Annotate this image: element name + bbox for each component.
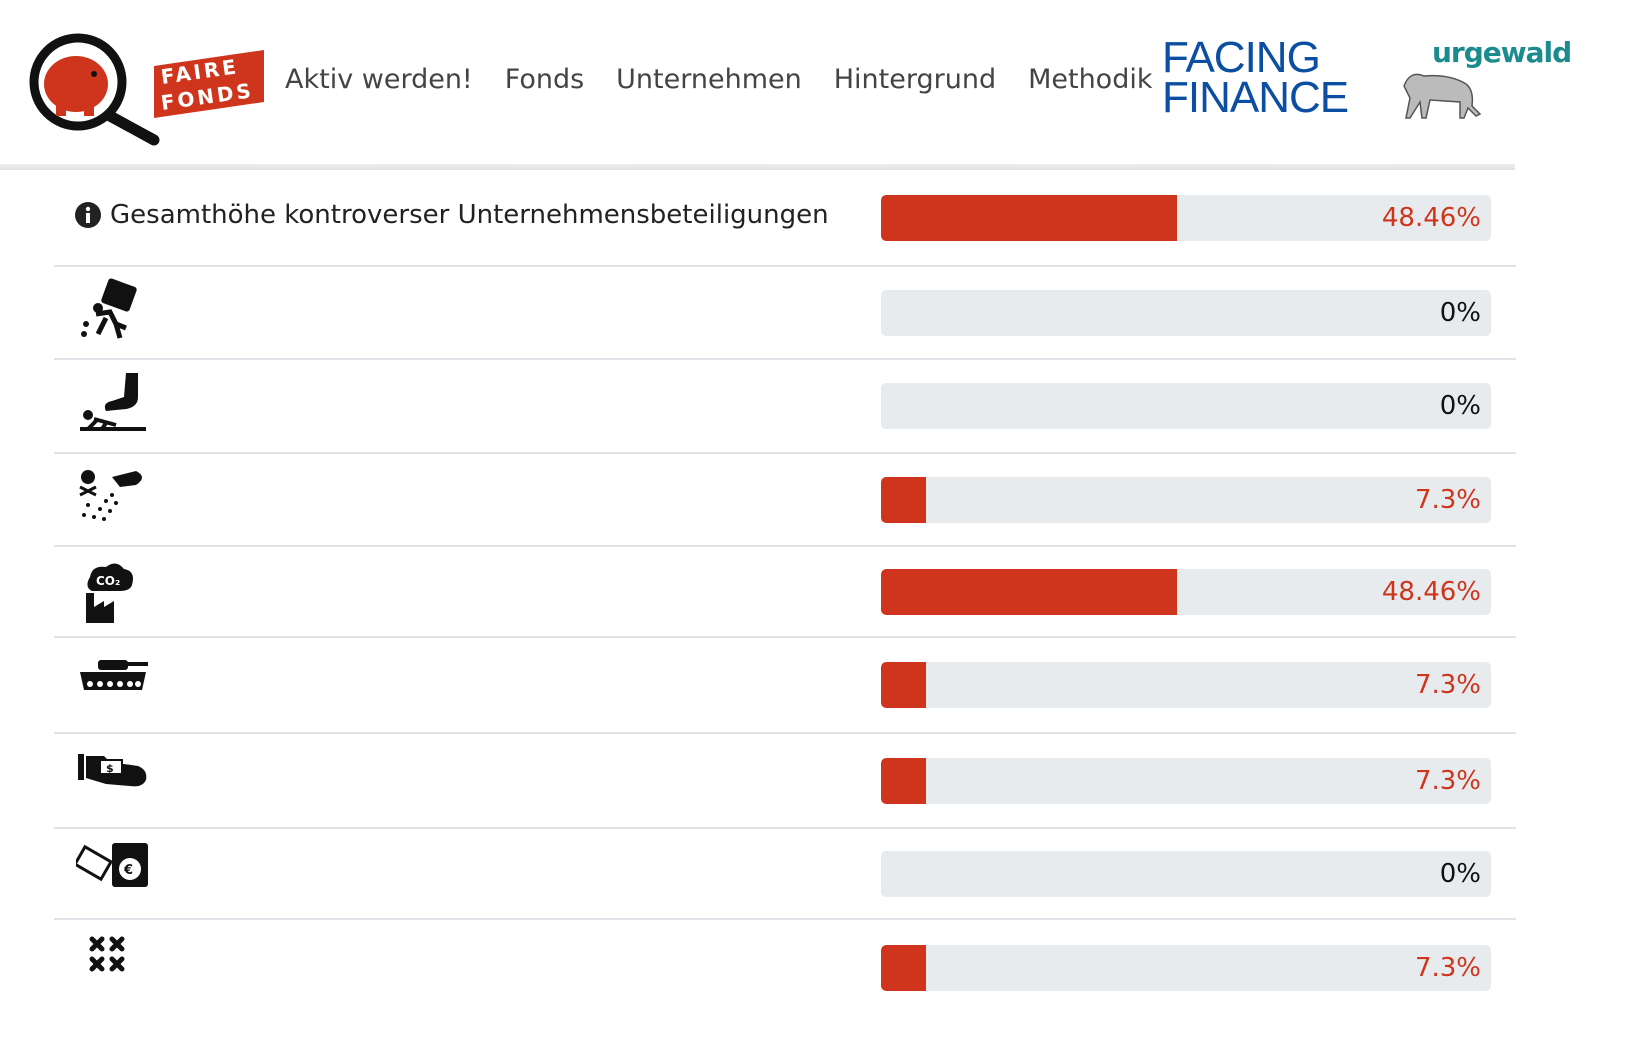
bribery-icon: $ (78, 754, 147, 787)
category-progress-bar: 7.3% (881, 758, 1491, 804)
svg-text:CO₂: CO₂ (96, 574, 120, 588)
category-value: 7.3% (1414, 485, 1481, 515)
category-value: 0% (1439, 859, 1481, 889)
category-row: 7.3% (54, 454, 1516, 547)
category-progress-bar: 7.3% (881, 945, 1491, 991)
main-nav: Aktiv werden! Fonds Unternehmen Hintergr… (285, 64, 1152, 95)
category-progress-fill (881, 758, 926, 804)
category-row: 0% (54, 360, 1516, 454)
category-value: 7.3% (1414, 766, 1481, 796)
category-row: $ 7.3% (54, 734, 1516, 829)
summary-label: Gesamthöhe kontroverser Unternehmensbete… (110, 200, 829, 230)
category-row: 7.3% (54, 638, 1516, 734)
category-progress-fill (881, 477, 926, 523)
magnifier-piggy-icon: FAIRE FONDS (29, 33, 264, 146)
urgewald-logo[interactable]: urgewald (1432, 36, 1572, 69)
category-progress-bar: 0% (881, 290, 1491, 336)
category-value: 7.3% (1414, 953, 1481, 983)
category-progress-fill (881, 662, 926, 708)
co2-factory-icon: CO₂ (86, 563, 133, 623)
human-rights-abuse-icon (80, 373, 146, 431)
nav-fonds[interactable]: Fonds (504, 64, 585, 95)
summary-value: 48.46% (1381, 203, 1481, 233)
category-progress-fill (881, 569, 1177, 615)
summary-row: Gesamthöhe kontroverser Unternehmensbete… (54, 170, 1516, 267)
category-progress-bar: 0% (881, 383, 1491, 429)
category-progress-bar: 0% (881, 851, 1491, 897)
svg-text:€: € (123, 863, 133, 878)
nav-methodik[interactable]: Methodik (1028, 64, 1153, 95)
facing-finance-logo[interactable]: FACING FINANCE (1162, 33, 1349, 122)
nav-aktiv-werden[interactable]: Aktiv werden! (285, 64, 473, 95)
tax-avoidance-icon (89, 936, 125, 972)
category-row: 0% (54, 267, 1516, 360)
summary-progress-bar: 48.46% (881, 195, 1491, 241)
nav-hintergrund[interactable]: Hintergrund (833, 64, 997, 95)
info-icon[interactable] (74, 201, 102, 229)
category-progress-bar: 48.46% (881, 569, 1491, 615)
category-value: 0% (1439, 391, 1481, 421)
category-row: € 0% (54, 829, 1516, 920)
site-header: FAIRE FONDS Aktiv werden! Fonds Unterneh… (0, 0, 1572, 165)
faire-fonds-logo[interactable]: FAIRE FONDS (26, 30, 266, 150)
category-value: 48.46% (1381, 577, 1481, 607)
pollution-icon (79, 470, 142, 521)
category-progress-bar: 7.3% (881, 477, 1491, 523)
tank-weapons-icon (80, 660, 148, 690)
category-row: CO₂ 48.46% (54, 547, 1516, 638)
category-value: 0% (1439, 298, 1481, 328)
money-laundering-icon: € (76, 843, 148, 887)
category-value: 7.3% (1414, 670, 1481, 700)
category-progress-bar: 7.3% (881, 662, 1491, 708)
svg-text:$: $ (106, 762, 114, 775)
category-progress-fill (881, 945, 926, 991)
header-divider (0, 164, 1515, 170)
summary-progress-fill (881, 195, 1177, 241)
forced-labor-icon (81, 278, 137, 339)
category-row: 7.3% (54, 920, 1516, 1015)
leopard-icon (1403, 73, 1482, 119)
nav-unternehmen[interactable]: Unternehmen (616, 64, 802, 95)
